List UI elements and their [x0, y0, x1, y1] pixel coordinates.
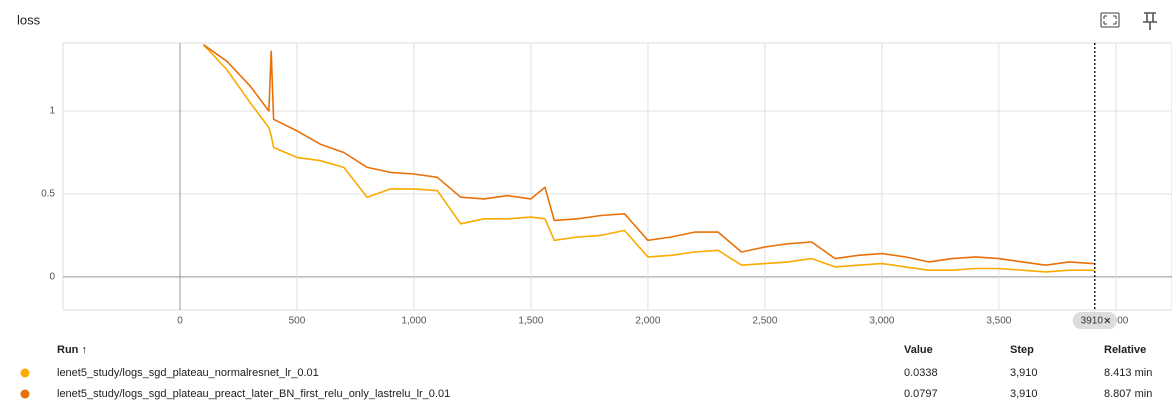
table-cell: 8.807 min: [1104, 388, 1152, 400]
x-tick-label: 2,500: [752, 316, 777, 327]
x-tick-label: 500: [289, 316, 306, 327]
column-header: Value: [904, 344, 933, 356]
y-tick-label: 0.5: [41, 189, 55, 200]
legend-marker: [20, 368, 30, 378]
cursor-badge: [1072, 312, 1117, 329]
legend-marker: [20, 389, 30, 399]
table-cell: 3,910: [1010, 388, 1038, 400]
table-cell: 3,910: [1010, 367, 1038, 379]
cursor-label: 3910: [1081, 316, 1104, 327]
x-tick-label: 1,500: [518, 316, 543, 327]
column-header: Relative: [1104, 344, 1146, 356]
x-tick-label: 2,000: [635, 316, 660, 327]
series-line: [202, 44, 1096, 273]
fit-icon[interactable]: [1100, 12, 1120, 28]
series-line: [202, 44, 1095, 266]
column-header: Step: [1010, 344, 1034, 356]
x-tick-label: 1,000: [401, 316, 426, 327]
chart-title: loss: [17, 12, 41, 27]
x-tick-label: 0: [177, 316, 183, 327]
cursor-close: [1104, 317, 1111, 324]
pin-icon[interactable]: [1143, 12, 1157, 30]
x-tick-label: 3,000: [869, 316, 894, 327]
table-cell: 8.413 min: [1104, 367, 1152, 379]
y-tick-label: 0: [49, 271, 55, 282]
table-cell: lenet5_study/logs_sgd_plateau_normalresn…: [57, 367, 319, 379]
table-cell: lenet5_study/logs_sgd_plateau_preact_lat…: [57, 388, 450, 400]
column-header: Run ↑: [57, 344, 87, 356]
y-tick-label: 1: [49, 106, 55, 117]
table-cell: 0.0797: [904, 388, 938, 400]
table-cell: 0.0338: [904, 367, 938, 379]
x-tick-label: 3,500: [986, 316, 1011, 327]
plot-frame: [62, 42, 1172, 311]
